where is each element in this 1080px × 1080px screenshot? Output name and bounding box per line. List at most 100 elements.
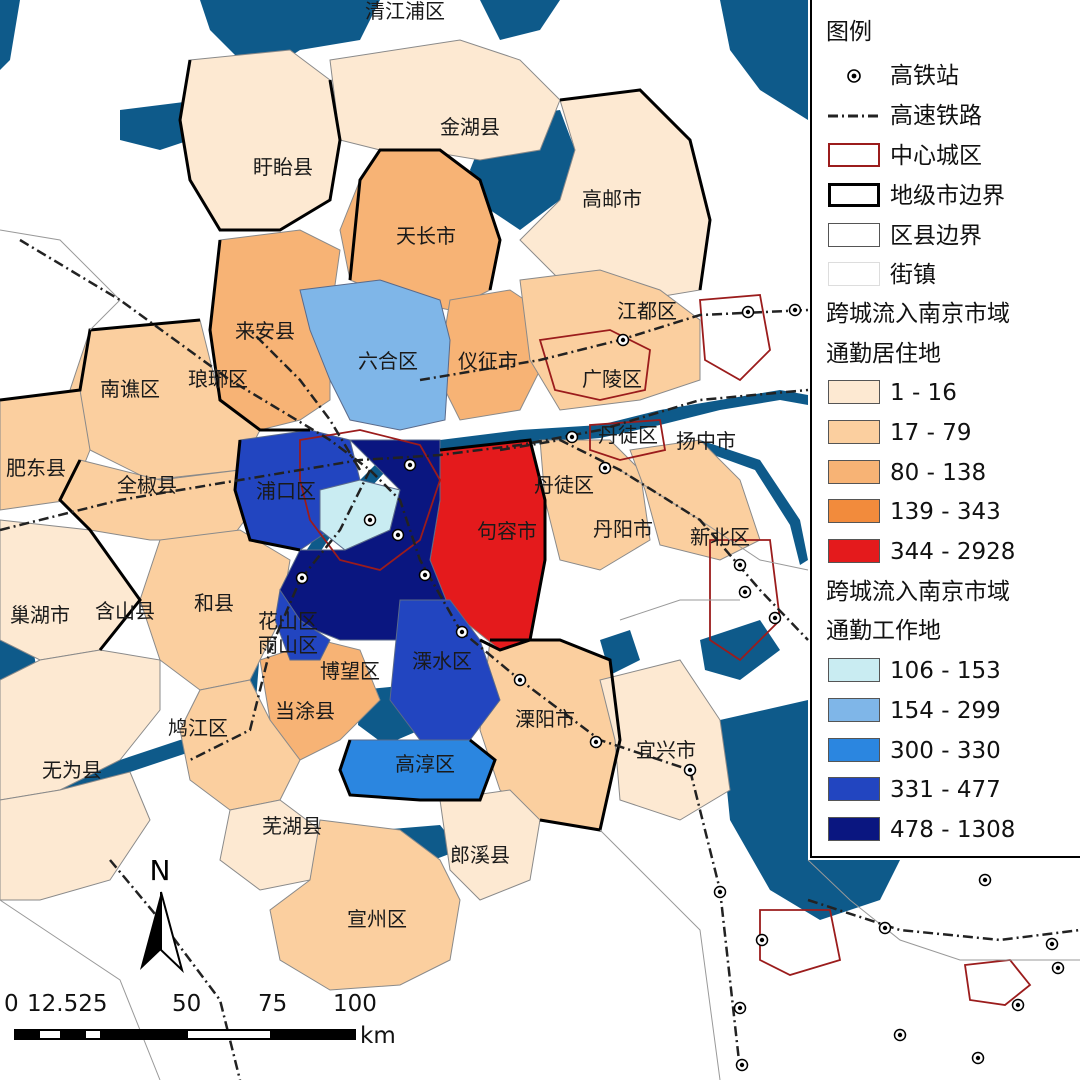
place-label: 琅琊区	[188, 367, 248, 391]
map-legend: 图例 高铁站 高速铁路 中心城区 地级市边界 区县边界 街镇 跨城流入南京市域 …	[810, 0, 1080, 858]
place-label: 仪征市	[458, 349, 518, 373]
station-icon	[971, 1051, 985, 1065]
legend-workplace-class: 331 - 477	[826, 774, 1076, 806]
station-icon	[1051, 961, 1065, 975]
legend-item-city-core: 中心城区	[826, 140, 1076, 172]
station-icon	[893, 1028, 907, 1042]
legend-class-label: 1 - 16	[890, 380, 957, 406]
place-label: 博望区	[320, 659, 380, 683]
legend-class-label: 106 - 153	[890, 658, 1001, 684]
legend-residence-subtitle: 通勤居住地	[826, 341, 941, 367]
place-label: 句容市	[477, 519, 537, 543]
station-icon	[565, 430, 579, 444]
place-label: 雨山区	[258, 633, 318, 657]
scale-segment	[102, 1029, 186, 1040]
station-icon	[513, 673, 527, 687]
station-icon	[741, 305, 755, 319]
scale-tick-label: 12.525	[27, 991, 108, 1017]
legend-workplace-class: 300 - 330	[826, 735, 1076, 767]
place-label: 新北区	[690, 525, 750, 549]
station-icon	[295, 571, 309, 585]
legend-residence-class: 344 - 2928	[826, 536, 1076, 568]
place-label: 天长市	[396, 224, 456, 248]
workplace-swatch	[828, 817, 880, 841]
workplace-swatch	[828, 738, 880, 762]
legend-label: 高速铁路	[890, 103, 982, 129]
workplace-regions	[234, 279, 501, 801]
prefecture-swatch	[828, 183, 880, 207]
station-icon	[589, 735, 603, 749]
legend-label: 街镇	[890, 262, 936, 288]
city-core-boundaries	[299, 294, 1032, 1006]
place-label: 丹阳市	[593, 517, 653, 541]
place-label: 浦口区	[256, 479, 316, 503]
scale-segment	[186, 1029, 272, 1040]
station-icon	[1045, 937, 1059, 951]
legend-class-label: 80 - 138	[890, 460, 987, 486]
workplace-swatch	[828, 698, 880, 722]
scale-segment	[38, 1029, 62, 1040]
place-labels: 清江浦区 金湖县 盱眙县 高邮市 天长市 江都区 来安县 六合区 仪征市 南谯区…	[6, 0, 750, 931]
place-label: 广陵区	[582, 367, 642, 391]
legend-item-district: 区县边界	[826, 220, 1076, 252]
station-icon	[878, 921, 892, 935]
legend-label: 中心城区	[890, 143, 982, 169]
place-label: 盱眙县	[253, 155, 313, 179]
north-label: N	[150, 854, 171, 887]
legend-workplace-class: 154 - 299	[826, 695, 1076, 727]
legend-label: 地级市边界	[890, 183, 1005, 209]
place-label: 江都区	[617, 299, 677, 323]
legend-class-label: 154 - 299	[890, 698, 1001, 724]
station-icon	[1011, 998, 1025, 1012]
station-icon	[735, 1058, 749, 1072]
place-label: 高淳区	[395, 752, 455, 776]
place-label: 溧水区	[412, 649, 472, 673]
place-label: 金湖县	[440, 115, 500, 139]
scale-tick-label: 50	[172, 991, 202, 1017]
place-label: 含山县	[95, 599, 155, 623]
scale-segment	[84, 1029, 102, 1040]
place-label: 来安县	[235, 319, 295, 343]
place-label: 巢湖市	[10, 603, 70, 627]
scale-tick-label: 0	[4, 991, 19, 1017]
scale-segment	[14, 1029, 38, 1040]
place-label: 溧阳市	[515, 707, 575, 731]
place-label: 当涂县	[275, 699, 335, 723]
station-icon	[847, 69, 861, 83]
legend-workplace-subtitle: 通勤工作地	[826, 618, 941, 644]
place-label: 肥东县	[6, 456, 66, 480]
place-label: 无为县	[42, 758, 102, 782]
station-icon	[738, 585, 752, 599]
legend-title: 图例	[826, 19, 872, 45]
legend-workplace-class: 106 - 153	[826, 655, 1076, 687]
place-label: 全椒县	[117, 473, 177, 497]
legend-item-prefecture: 地级市边界	[826, 180, 1076, 212]
place-label: 丹徒区	[598, 423, 658, 447]
place-label: 清江浦区	[365, 0, 445, 23]
prefecture-borders	[0, 59, 712, 832]
station-icon	[683, 763, 697, 777]
place-label: 六合区	[358, 349, 418, 373]
north-arrow-icon: N	[140, 854, 184, 974]
place-label: 花山区	[258, 609, 318, 633]
station-icon	[598, 461, 612, 475]
place-label: 高邮市	[582, 187, 642, 211]
legend-class-label: 344 - 2928	[890, 539, 1016, 565]
legend-class-label: 300 - 330	[890, 738, 1001, 764]
railway-line-icon	[828, 114, 880, 118]
residence-swatch	[828, 539, 880, 563]
residence-swatch	[828, 420, 880, 444]
legend-item-railway: 高速铁路	[826, 100, 1076, 132]
legend-workplace-class: 478 - 1308	[826, 814, 1076, 846]
station-icon	[733, 558, 747, 572]
legend-workplace-title: 跨城流入南京市域	[826, 579, 1010, 605]
station-icon	[418, 568, 432, 582]
place-label: 宣州区	[347, 907, 407, 931]
workplace-swatch	[828, 777, 880, 801]
station-icon	[403, 458, 417, 472]
residence-swatch	[828, 499, 880, 523]
station-icon	[713, 885, 727, 899]
scale-bar: 0 12.525 50 75 100 km	[0, 985, 420, 1080]
place-label: 鸠江区	[168, 716, 228, 740]
